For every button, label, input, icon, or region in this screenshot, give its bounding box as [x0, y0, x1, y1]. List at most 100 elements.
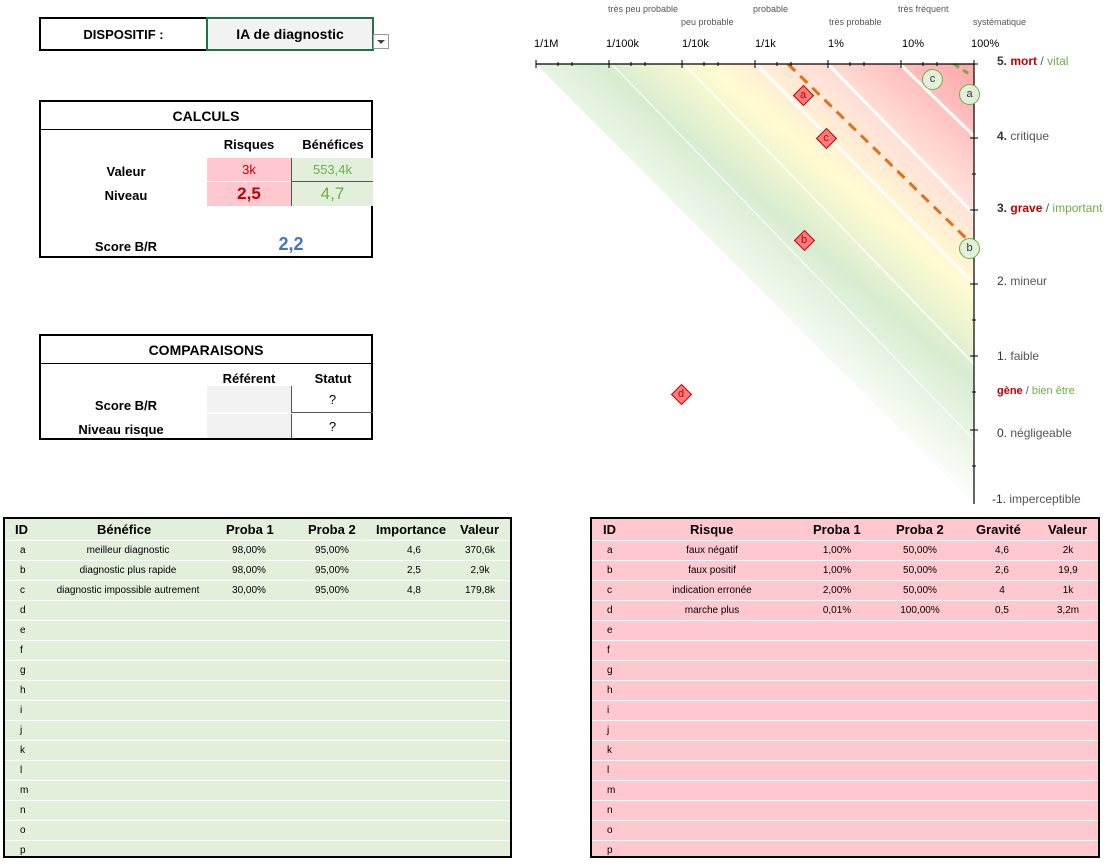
row-id: b — [20, 565, 26, 576]
row-id: c — [20, 585, 25, 596]
table-cell[interactable] — [380, 601, 580, 621]
table-row: c indication erronée 2,00% 50,00% 4 1k — [592, 581, 1098, 601]
table-cell[interactable]: diagnostic impossible autrement — [56, 585, 200, 596]
table-cell[interactable]: diagnostic plus rapide — [79, 565, 177, 576]
statut-niveau: ? — [291, 414, 373, 438]
table-cell[interactable]: 50,00% — [903, 585, 937, 596]
table-row: p — [5, 841, 510, 861]
table-cell[interactable]: 19,9 — [1058, 565, 1078, 576]
benefit-marker-b[interactable]: b — [959, 238, 980, 259]
benefices-header-row: ID Bénéfice Proba 1 Proba 2 Importance V… — [5, 519, 510, 541]
table-cell[interactable]: 0,01% — [822, 605, 852, 616]
table-row: b faux positif 1,00% 50,00% 2,6 19,9 — [592, 561, 1098, 581]
table-cell[interactable]: 2k — [1062, 545, 1074, 556]
top-label-systematique: systématique — [973, 17, 1027, 27]
table-row: d — [5, 601, 510, 621]
table-cell[interactable]: 1k — [1062, 585, 1074, 596]
table-cell[interactable] — [968, 841, 1108, 861]
table-cell[interactable]: 95,00% — [315, 565, 349, 576]
table-cell[interactable]: 2,9k — [470, 565, 490, 576]
benefit-marker-a[interactable]: a — [959, 84, 980, 105]
risk-marker-a[interactable]: a — [792, 84, 815, 107]
table-cell[interactable]: 98,00% — [232, 565, 266, 576]
table-cell[interactable] — [380, 761, 580, 781]
table-cell[interactable] — [968, 721, 1108, 741]
table-cell[interactable]: 370,6k — [464, 545, 496, 556]
table-cell[interactable]: faux négatif — [686, 545, 738, 556]
table-cell[interactable]: 95,00% — [315, 545, 349, 556]
table-cell[interactable]: 50,00% — [903, 565, 937, 576]
calculs-panel: CALCULS Risques Bénéfices Valeur Niveau … — [39, 100, 373, 258]
referent-niveau-input[interactable] — [207, 414, 291, 438]
table-cell[interactable] — [380, 621, 580, 641]
table-cell[interactable] — [968, 741, 1108, 761]
table-cell[interactable] — [968, 781, 1108, 801]
table-cell[interactable] — [968, 681, 1108, 701]
table-cell[interactable]: 2,00% — [822, 585, 852, 596]
dispositif-select[interactable]: IA de diagnostic — [206, 17, 374, 51]
row-score-label: Score B/R — [94, 397, 158, 413]
table-cell[interactable] — [380, 841, 580, 861]
statut-score: ? — [291, 386, 373, 413]
referent-score-input[interactable] — [207, 386, 291, 413]
table-cell[interactable] — [968, 761, 1108, 781]
table-cell[interactable]: 100,00% — [900, 605, 940, 616]
table-cell[interactable]: 4,8 — [407, 585, 421, 596]
table-cell[interactable] — [380, 721, 580, 741]
row-id: a — [20, 545, 26, 556]
table-cell[interactable]: 2,5 — [407, 565, 421, 576]
table-cell[interactable]: 50,00% — [903, 545, 937, 556]
table-row: k — [5, 741, 510, 761]
table-cell[interactable] — [968, 661, 1108, 681]
table-cell[interactable] — [380, 741, 580, 761]
table-cell[interactable]: 0,5 — [995, 605, 1009, 616]
table-cell[interactable]: 30,00% — [232, 585, 266, 596]
table-cell[interactable] — [968, 821, 1108, 841]
table-cell[interactable] — [968, 801, 1108, 821]
table-row: a faux négatif 1,00% 50,00% 4,6 2k — [592, 541, 1098, 561]
table-cell[interactable] — [380, 801, 580, 821]
table-cell[interactable] — [380, 821, 580, 841]
table-cell[interactable]: 4 — [999, 585, 1005, 596]
row-id: j — [20, 725, 23, 736]
risk-marker-b[interactable]: b — [793, 229, 816, 252]
risk-marker-c[interactable]: c — [815, 127, 838, 150]
table-cell[interactable]: meilleur diagnostic — [86, 545, 170, 556]
table-row: l — [5, 761, 510, 781]
table-cell[interactable]: 1,00% — [822, 565, 852, 576]
table-row: e — [592, 621, 1098, 641]
table-cell[interactable]: 2,6 — [995, 565, 1009, 576]
risk-marker-d[interactable]: d — [670, 383, 693, 406]
table-cell[interactable] — [380, 641, 580, 661]
table-row: m — [5, 781, 510, 801]
table-cell[interactable] — [380, 661, 580, 681]
table-cell[interactable] — [968, 641, 1108, 661]
table-cell[interactable] — [968, 621, 1108, 641]
table-cell[interactable]: 4,6 — [407, 545, 421, 556]
table-cell[interactable]: 98,00% — [232, 545, 266, 556]
calculs-title: CALCULS — [41, 102, 371, 130]
row-id: e — [20, 625, 26, 636]
table-cell[interactable] — [380, 781, 580, 801]
top-label-probable: probable — [753, 4, 789, 14]
benefices-table: ID Bénéfice Proba 1 Proba 2 Importance V… — [3, 517, 512, 861]
table-cell[interactable] — [968, 701, 1108, 721]
table-cell[interactable]: faux positif — [688, 565, 736, 576]
col-proba2-header: Proba 2 — [308, 522, 356, 537]
x-tick-1-10k: 1/10k — [682, 38, 709, 50]
col-proba2-header: Proba 2 — [896, 522, 944, 537]
table-cell[interactable] — [380, 701, 580, 721]
table-cell[interactable]: marche plus — [684, 605, 740, 616]
iso-risk-lines — [611, 64, 974, 441]
table-row: a meilleur diagnostic 98,00% 95,00% 4,6 370,6… — [5, 541, 510, 561]
table-cell[interactable]: 4,6 — [995, 545, 1009, 556]
table-cell[interactable]: 1,00% — [822, 545, 852, 556]
row-id: d — [20, 605, 26, 616]
table-cell[interactable]: 3,2m — [1056, 605, 1080, 616]
dropdown-arrow-button[interactable] — [373, 34, 389, 49]
table-cell[interactable] — [380, 681, 580, 701]
table-cell[interactable]: indication erronée — [672, 585, 752, 596]
table-cell[interactable]: 95,00% — [315, 585, 349, 596]
benefit-marker-c[interactable]: c — [922, 69, 943, 90]
table-cell[interactable]: 179,8k — [464, 585, 496, 596]
